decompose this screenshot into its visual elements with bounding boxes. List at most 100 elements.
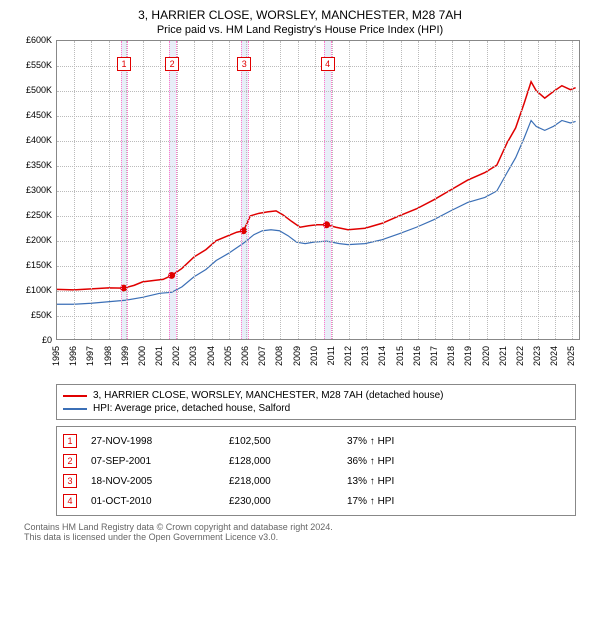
x-tick-label: 1995 <box>51 346 61 366</box>
title-block: 3, HARRIER CLOSE, WORSLEY, MANCHESTER, M… <box>12 8 588 36</box>
x-tick-label: 1997 <box>85 346 95 366</box>
gridline-h <box>57 216 579 217</box>
y-tick-label: £550K <box>12 60 52 70</box>
x-tick-label: 2005 <box>223 346 233 366</box>
x-tick-label: 2020 <box>481 346 491 366</box>
event-date: 01-OCT-2010 <box>91 496 221 507</box>
chart-title: 3, HARRIER CLOSE, WORSLEY, MANCHESTER, M… <box>12 8 588 22</box>
event-pct: 17% ↑ HPI <box>347 496 467 507</box>
gridline-h <box>57 141 579 142</box>
y-axis: £0£50K£100K£150K£200K£250K£300K£350K£400… <box>12 40 54 340</box>
x-tick-label: 2015 <box>395 346 405 366</box>
band-border <box>241 41 242 339</box>
gridline-v <box>212 41 213 339</box>
band-border <box>121 41 122 339</box>
event-price: £218,000 <box>229 476 339 487</box>
x-tick-label: 2022 <box>515 346 525 366</box>
x-tick-label: 2016 <box>412 346 422 366</box>
x-tick-label: 2007 <box>257 346 267 366</box>
y-tick-label: £400K <box>12 135 52 145</box>
x-tick-label: 1996 <box>68 346 78 366</box>
gridline-v <box>194 41 195 339</box>
chart-flag: 1 <box>117 57 131 71</box>
event-pct: 13% ↑ HPI <box>347 476 467 487</box>
gridline-v <box>366 41 367 339</box>
gridline-v <box>229 41 230 339</box>
gridline-h <box>57 166 579 167</box>
x-tick-label: 2012 <box>343 346 353 366</box>
legend: 3, HARRIER CLOSE, WORSLEY, MANCHESTER, M… <box>56 384 576 420</box>
gridline-h <box>57 241 579 242</box>
y-tick-label: £450K <box>12 110 52 120</box>
x-tick-label: 2013 <box>360 346 370 366</box>
event-row: 127-NOV-1998£102,50037% ↑ HPI <box>63 431 569 451</box>
x-tick-label: 2006 <box>240 346 250 366</box>
event-flag: 1 <box>63 434 77 448</box>
y-tick-label: £600K <box>12 35 52 45</box>
plot-area: 1234 <box>56 40 580 340</box>
event-flag: 2 <box>63 454 77 468</box>
band-border <box>127 41 128 339</box>
gridline-v <box>349 41 350 339</box>
x-tick-label: 2002 <box>171 346 181 366</box>
gridline-v <box>401 41 402 339</box>
event-date: 27-NOV-1998 <box>91 436 221 447</box>
chart-subtitle: Price paid vs. HM Land Registry's House … <box>12 24 588 36</box>
gridline-v <box>143 41 144 339</box>
legend-swatch <box>63 395 87 397</box>
legend-item: HPI: Average price, detached house, Salf… <box>63 402 569 415</box>
y-tick-label: £200K <box>12 235 52 245</box>
series-hpi <box>57 120 576 304</box>
gridline-h <box>57 116 579 117</box>
x-tick-label: 1999 <box>120 346 130 366</box>
y-tick-label: £50K <box>12 310 52 320</box>
chart-flag: 4 <box>321 57 335 71</box>
legend-label: HPI: Average price, detached house, Salf… <box>93 403 290 414</box>
gridline-v <box>298 41 299 339</box>
x-tick-label: 2018 <box>446 346 456 366</box>
y-tick-label: £300K <box>12 185 52 195</box>
footer-line2: This data is licensed under the Open Gov… <box>24 532 588 542</box>
gridline-v <box>280 41 281 339</box>
x-tick-label: 2001 <box>154 346 164 366</box>
gridline-v <box>555 41 556 339</box>
gridline-v <box>160 41 161 339</box>
chart-flag: 2 <box>165 57 179 71</box>
x-tick-label: 2021 <box>498 346 508 366</box>
x-tick-label: 2000 <box>137 346 147 366</box>
events-table: 127-NOV-1998£102,50037% ↑ HPI207-SEP-200… <box>56 426 576 516</box>
gridline-h <box>57 291 579 292</box>
event-row: 207-SEP-2001£128,00036% ↑ HPI <box>63 451 569 471</box>
gridline-v <box>538 41 539 339</box>
gridline-v <box>469 41 470 339</box>
gridline-v <box>126 41 127 339</box>
x-tick-label: 2019 <box>463 346 473 366</box>
series-property <box>57 82 576 290</box>
gridline-v <box>74 41 75 339</box>
series-svg <box>57 41 579 339</box>
gridline-h <box>57 266 579 267</box>
legend-item: 3, HARRIER CLOSE, WORSLEY, MANCHESTER, M… <box>63 389 569 402</box>
gridline-h <box>57 91 579 92</box>
x-axis: 1995199619971998199920002001200220032004… <box>56 342 580 380</box>
y-tick-label: £250K <box>12 210 52 220</box>
gridline-v <box>383 41 384 339</box>
event-flag: 4 <box>63 494 77 508</box>
event-price: £230,000 <box>229 496 339 507</box>
gridline-v <box>435 41 436 339</box>
legend-swatch <box>63 408 87 410</box>
y-tick-label: £350K <box>12 160 52 170</box>
x-tick-label: 2004 <box>206 346 216 366</box>
event-pct: 36% ↑ HPI <box>347 456 467 467</box>
footer-line1: Contains HM Land Registry data © Crown c… <box>24 522 588 532</box>
gridline-h <box>57 316 579 317</box>
gridline-v <box>521 41 522 339</box>
event-row: 4 01-OCT-2010 £230,000 17% ↑ HPI <box>63 491 569 511</box>
y-tick-label: £100K <box>12 285 52 295</box>
chart-container: 3, HARRIER CLOSE, WORSLEY, MANCHESTER, M… <box>0 0 600 546</box>
event-date: 07-SEP-2001 <box>91 456 221 467</box>
band-border <box>248 41 249 339</box>
gridline-v <box>263 41 264 339</box>
gridline-v <box>177 41 178 339</box>
event-row: 318-NOV-2005£218,00013% ↑ HPI <box>63 471 569 491</box>
